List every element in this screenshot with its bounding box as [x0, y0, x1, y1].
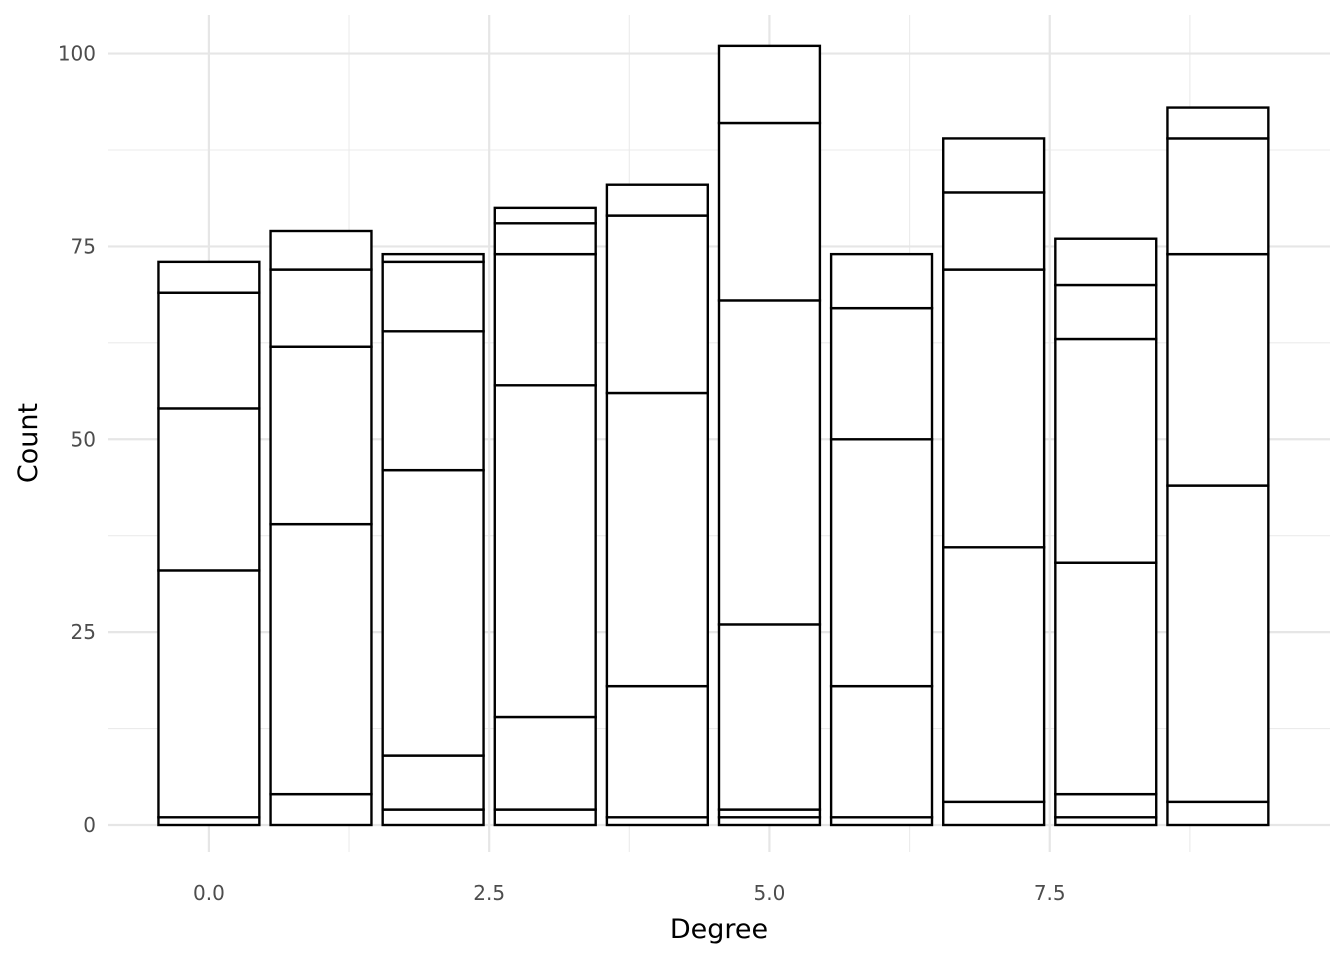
y-tick-label: 75 — [71, 234, 96, 258]
bar-segment — [493, 206, 597, 225]
bar-segment — [829, 306, 934, 441]
bar-segment — [269, 268, 373, 348]
bar-stack — [605, 183, 709, 827]
y-tick-label: 50 — [71, 427, 96, 451]
bar-segment — [1054, 792, 1158, 819]
bar-segment — [942, 800, 1046, 827]
bar-segment — [269, 229, 373, 271]
bar-stack — [942, 137, 1046, 827]
bar-segment — [942, 546, 1046, 804]
bar-segment — [493, 808, 597, 827]
bar-stack — [717, 44, 822, 827]
bar-segment — [829, 252, 934, 310]
bar-segment — [717, 299, 822, 626]
bar-segment — [493, 252, 597, 387]
x-axis-tick-labels: 0.0 2.5 5.0 7.5 — [193, 881, 1066, 905]
bar-segment — [493, 222, 597, 256]
bar-segment — [605, 684, 709, 819]
bar-stack — [381, 252, 485, 827]
bar-segment — [942, 191, 1046, 271]
bar-segment — [381, 260, 485, 333]
bar-segment — [942, 268, 1046, 549]
bar-stack — [157, 260, 261, 827]
bar-segment — [717, 44, 822, 125]
bar-segment — [1166, 484, 1270, 804]
y-tick-label: 0 — [83, 813, 96, 837]
bar-segment — [157, 407, 261, 572]
bar-segment — [605, 214, 709, 395]
bar-segment — [381, 252, 485, 264]
bar-stack — [1166, 106, 1270, 827]
bar-segment — [1166, 106, 1270, 140]
bar-segment — [493, 715, 597, 811]
bar-stack — [493, 206, 597, 827]
bar-stack — [1054, 237, 1158, 827]
bar-segment — [1166, 800, 1270, 827]
bar-segment — [269, 522, 373, 796]
bar-segment — [381, 330, 485, 472]
x-tick-label: 7.5 — [1034, 881, 1066, 905]
bar-segment — [605, 183, 709, 217]
bar-segment — [157, 569, 261, 819]
bar-segment — [1054, 237, 1158, 287]
bar-segment — [157, 291, 261, 410]
x-tick-label: 2.5 — [473, 881, 505, 905]
bar-segment — [381, 468, 485, 757]
bar-stacks — [157, 44, 1270, 827]
bar-segment — [1054, 337, 1158, 564]
bar-segment — [717, 623, 822, 811]
y-axis-title: Count — [13, 403, 44, 483]
bar-segment — [1166, 252, 1270, 487]
bar-segment — [1166, 137, 1270, 256]
bar-segment — [942, 137, 1046, 194]
bar-segment — [605, 391, 709, 688]
bar-segment — [157, 260, 261, 294]
bar-segment — [381, 754, 485, 811]
y-tick-label: 25 — [71, 620, 96, 644]
x-axis-title: Degree — [670, 914, 768, 945]
bar-segment — [1054, 561, 1158, 796]
y-axis-tick-labels: 0 25 50 75 100 — [58, 42, 96, 837]
x-tick-label: 0.0 — [193, 881, 225, 905]
bar-segment — [829, 438, 934, 688]
bar-stack — [269, 229, 373, 827]
bar-segment — [1054, 283, 1158, 341]
bar-segment — [269, 792, 373, 827]
bar-segment — [829, 684, 934, 819]
bar-stack — [829, 252, 934, 827]
bar-segment — [381, 808, 485, 827]
y-tick-label: 100 — [58, 42, 96, 66]
bar-segment — [269, 345, 373, 526]
x-tick-label: 5.0 — [754, 881, 786, 905]
bar-segment — [717, 121, 822, 302]
bar-segment — [493, 384, 597, 719]
